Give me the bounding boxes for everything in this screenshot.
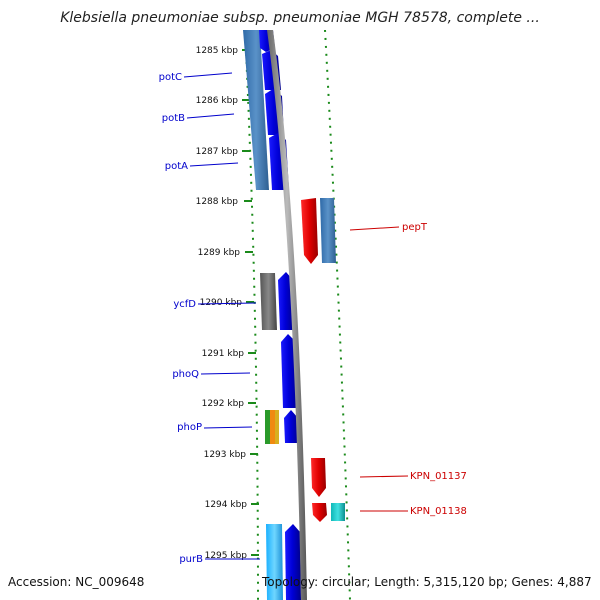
gene-label-phoQ[interactable]: phoQ [172, 369, 251, 380]
gene-block-teal [331, 503, 345, 521]
gene-label-line [203, 426, 253, 429]
tick-label: 1286 kbp [196, 96, 239, 106]
gene-label-text: phoP [177, 422, 202, 433]
tick-group-1291: 1291 kbp [202, 349, 256, 359]
accession-text: Accession: NC_009648 [8, 575, 145, 589]
feature-band-steel [243, 30, 269, 190]
gene-label-line [183, 72, 233, 78]
tick-label: 1292 kbp [202, 399, 245, 409]
gene-block-orange [270, 410, 275, 444]
tick-group-1286: 1286 kbp [196, 96, 250, 106]
gene-label-line [189, 162, 239, 167]
tick-label: 1287 kbp [196, 147, 239, 157]
tick-label: 1291 kbp [202, 349, 245, 359]
gene-block-cyan [266, 524, 283, 600]
gene-label-text: potB [162, 113, 185, 124]
gene-label-text: pepT [402, 222, 428, 233]
gene-label-potA[interactable]: potA [165, 161, 239, 172]
gene-label-text: potC [159, 72, 182, 83]
gene-label-text: phoQ [172, 369, 199, 380]
gene-label-potC[interactable]: potC [159, 72, 233, 83]
gene-arrow-red [311, 458, 326, 497]
tick-group-1295: 1295 kbp [205, 551, 259, 561]
map-title: Klebsiella pneumoniae subsp. pneumoniae … [60, 10, 540, 26]
tick-label: 1295 kbp [205, 551, 248, 561]
tick-label: 1285 kbp [196, 46, 239, 56]
genome-summary-text: Topology: circular; Length: 5,315,120 bp… [262, 575, 592, 589]
tick-label: 1293 kbp [204, 450, 247, 460]
gene-label-text: KPN_01137 [410, 471, 467, 482]
gene-label-KPN_01138[interactable]: KPN_01138 [360, 506, 467, 517]
tick-label: 1294 kbp [205, 500, 248, 510]
gene-arrow-grey [260, 273, 277, 330]
backbone-ring [267, 30, 307, 600]
gene-label-ycfD[interactable]: ycfD [173, 299, 257, 310]
tick-group-1285: 1285 kbp [196, 46, 250, 56]
tick-group-1290: 1290 kbp [200, 298, 254, 308]
tick-label: 1290 kbp [200, 298, 243, 308]
gene-arrow-red [301, 198, 318, 264]
gene-label-line [197, 302, 257, 305]
gene-label-pepT[interactable]: pepT [349, 222, 428, 233]
tick-group-1288: 1288 kbp [196, 197, 252, 207]
gene-label-text: purB [179, 554, 203, 565]
gene-label-text: KPN_01138 [410, 506, 467, 517]
gene-arrow [284, 410, 299, 443]
gene-label-line [359, 475, 409, 478]
gene-label-text: ycfD [173, 299, 196, 310]
tick-label: 1288 kbp [196, 197, 239, 207]
tick-group-1287: 1287 kbp [196, 147, 250, 157]
gene-block-steel [320, 198, 336, 263]
gene-label-potB[interactable]: potB [162, 113, 235, 124]
gene-label-phoP[interactable]: phoP [177, 422, 253, 433]
tick-group-1293: 1293 kbp [204, 450, 258, 460]
tick-label: 1289 kbp [198, 248, 241, 258]
gene-label-line [200, 372, 251, 375]
tick-group-1294: 1294 kbp [205, 500, 259, 510]
gene-label-line [186, 113, 235, 119]
gene-arrow-red [312, 503, 327, 522]
gene-block-green [265, 410, 270, 444]
gene-label-text: potA [165, 161, 188, 172]
gene-label-KPN_01137[interactable]: KPN_01137 [359, 471, 467, 482]
gene-label-purB[interactable]: purB [179, 554, 260, 565]
scale-ring-inner [324, 29, 351, 600]
tick-group-1292: 1292 kbp [202, 399, 256, 409]
gene-block-yellow [275, 410, 279, 444]
gene-arrow [285, 524, 301, 600]
tick-group-1289: 1289 kbp [198, 248, 253, 258]
gene-label-line [349, 226, 400, 231]
